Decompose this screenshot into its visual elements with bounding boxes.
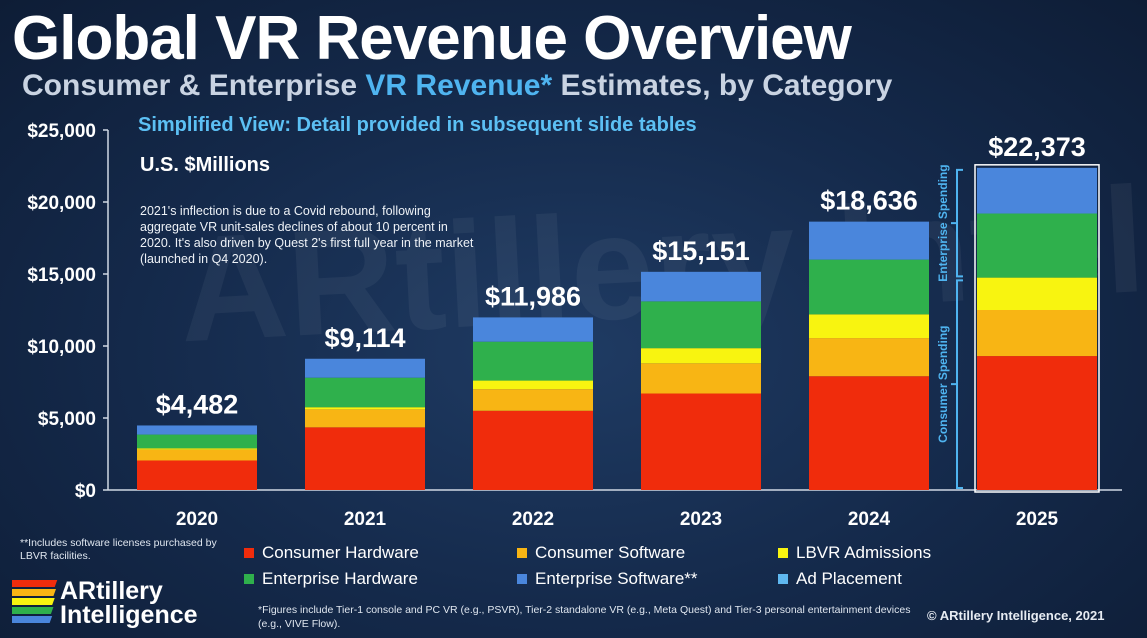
bracket-enterprise-spending xyxy=(951,168,963,278)
y-tick-label: $20,000 xyxy=(27,193,96,214)
units-label: U.S. $Millions xyxy=(140,154,271,176)
bar-segment-consumer-software-2021 xyxy=(305,409,425,428)
bar-segment-enterprise-hardware-2024 xyxy=(809,259,929,315)
logo-mark-icon xyxy=(12,580,58,623)
legend-item-enterprise-software: Enterprise Software** xyxy=(517,569,698,589)
bar-segment-consumer-hardware-2020 xyxy=(137,460,257,490)
bar-segment-lbvr-2025 xyxy=(977,277,1097,310)
footnote-figures: *Figures include Tier-1 console and PC V… xyxy=(258,604,911,630)
bar-segment-lbvr-2021 xyxy=(305,407,425,410)
bar-segment-consumer-software-2023 xyxy=(641,363,761,394)
bar-segment-enterprise-hardware-2025 xyxy=(977,213,1097,278)
subtitle-post: Estimates, by Category xyxy=(552,69,893,102)
bar-segment-consumer-hardware-2025 xyxy=(977,356,1097,490)
bar-segment-consumer-software-2024 xyxy=(809,338,929,377)
legend-item-consumer-software: Consumer Software xyxy=(517,543,685,563)
x-tick-label-2021: 2021 xyxy=(344,509,387,530)
bar-segment-enterprise-hardware-2022 xyxy=(473,341,593,381)
legend-swatch xyxy=(778,574,788,584)
legend-label: LBVR Admissions xyxy=(796,543,932,562)
subtitle-pre: Consumer & Enterprise xyxy=(22,69,366,102)
x-tick-label-2023: 2023 xyxy=(680,509,722,530)
column-2025-highlight xyxy=(974,164,1100,493)
legend-item-consumer-hardware: Consumer Hardware xyxy=(244,543,419,563)
footnote-software-licenses: **Includes software licenses purchased b… xyxy=(20,537,217,562)
bracket-label-enterprise-spending: Enterprise Spending xyxy=(936,164,950,281)
bar-segment-consumer-software-2025 xyxy=(977,310,1097,357)
bar-segment-consumer-hardware-2021 xyxy=(305,427,425,490)
x-tick-label-2022: 2022 xyxy=(512,509,554,530)
page-subtitle: Consumer & Enterprise VR Revenue* Estima… xyxy=(22,66,892,106)
logo-line1: ARtillery xyxy=(60,577,163,605)
bar-segment-enterprise-software-2020 xyxy=(137,425,257,435)
bar-segment-enterprise-software-2025 xyxy=(977,167,1097,214)
bar-segment-consumer-hardware-2023 xyxy=(641,393,761,490)
bar-segment-lbvr-2023 xyxy=(641,348,761,364)
legend-item-lbvr: LBVR Admissions xyxy=(778,543,931,563)
bar-segment-consumer-software-2020 xyxy=(137,449,257,461)
bar-segment-enterprise-hardware-2020 xyxy=(137,434,257,449)
bar-segment-enterprise-hardware-2023 xyxy=(641,301,761,349)
total-label-2020: $4,482 xyxy=(156,389,239,419)
logo-text: ARtillery Intelligence xyxy=(60,577,198,629)
legend-swatch xyxy=(517,548,527,558)
legend-swatch xyxy=(244,548,254,558)
bar-segment-enterprise-software-2024 xyxy=(809,221,929,260)
page-title: Global VR Revenue Overview xyxy=(12,4,852,73)
bar-segment-lbvr-2022 xyxy=(473,380,593,390)
total-label-2023: $15,151 xyxy=(652,236,750,266)
bar-segment-enterprise-software-2022 xyxy=(473,317,593,342)
legend-swatch xyxy=(244,574,254,584)
logo-line2: Intelligence xyxy=(60,601,198,629)
bar-segment-lbvr-2020 xyxy=(137,448,257,450)
legend-label: Consumer Software xyxy=(535,543,686,562)
bar-segment-lbvr-2024 xyxy=(809,314,929,339)
x-tick-label-2025: 2025 xyxy=(1016,509,1059,530)
bar-segment-consumer-hardware-2022 xyxy=(473,410,593,490)
subtitle-highlight: VR Revenue* xyxy=(365,69,553,102)
simplified-view-note: Simplified View: Detail provided in subs… xyxy=(138,114,697,136)
inflection-note: 2021's inflection is due to a Covid rebo… xyxy=(140,204,474,266)
bar-segment-consumer-software-2022 xyxy=(473,389,593,411)
total-label-2024: $18,636 xyxy=(820,186,918,216)
legend-label: Enterprise Software** xyxy=(535,569,698,588)
bar-segment-enterprise-software-2021 xyxy=(305,358,425,378)
y-tick-label: $5,000 xyxy=(38,409,96,430)
bracket-consumer-spending xyxy=(951,279,963,489)
bar-segment-enterprise-hardware-2021 xyxy=(305,377,425,408)
legend-label: Ad Placement xyxy=(796,569,902,588)
x-tick-label-2024: 2024 xyxy=(848,509,891,530)
legend-label: Enterprise Hardware xyxy=(262,569,418,588)
total-label-2025: $22,373 xyxy=(988,132,1086,162)
y-tick-label: $25,000 xyxy=(27,121,96,142)
legend-label: Consumer Hardware xyxy=(262,543,419,562)
legend-swatch xyxy=(778,548,788,558)
y-tick-label: $15,000 xyxy=(27,265,96,286)
x-tick-label-2020: 2020 xyxy=(176,509,218,530)
bar-segment-consumer-hardware-2024 xyxy=(809,376,929,490)
bracket-label-consumer-spending: Consumer Spending xyxy=(936,325,950,442)
bar-segment-enterprise-software-2023 xyxy=(641,271,761,302)
legend-item-enterprise-hardware: Enterprise Hardware xyxy=(244,569,418,589)
copyright: © ARtillery Intelligence, 2021 xyxy=(927,608,1105,623)
legend-swatch xyxy=(517,574,527,584)
y-tick-label: $0 xyxy=(75,481,96,502)
total-label-2022: $11,986 xyxy=(485,281,581,311)
total-label-2021: $9,114 xyxy=(324,323,405,353)
legend-item-ad-placement: Ad Placement xyxy=(778,569,902,589)
y-tick-label: $10,000 xyxy=(27,337,96,358)
